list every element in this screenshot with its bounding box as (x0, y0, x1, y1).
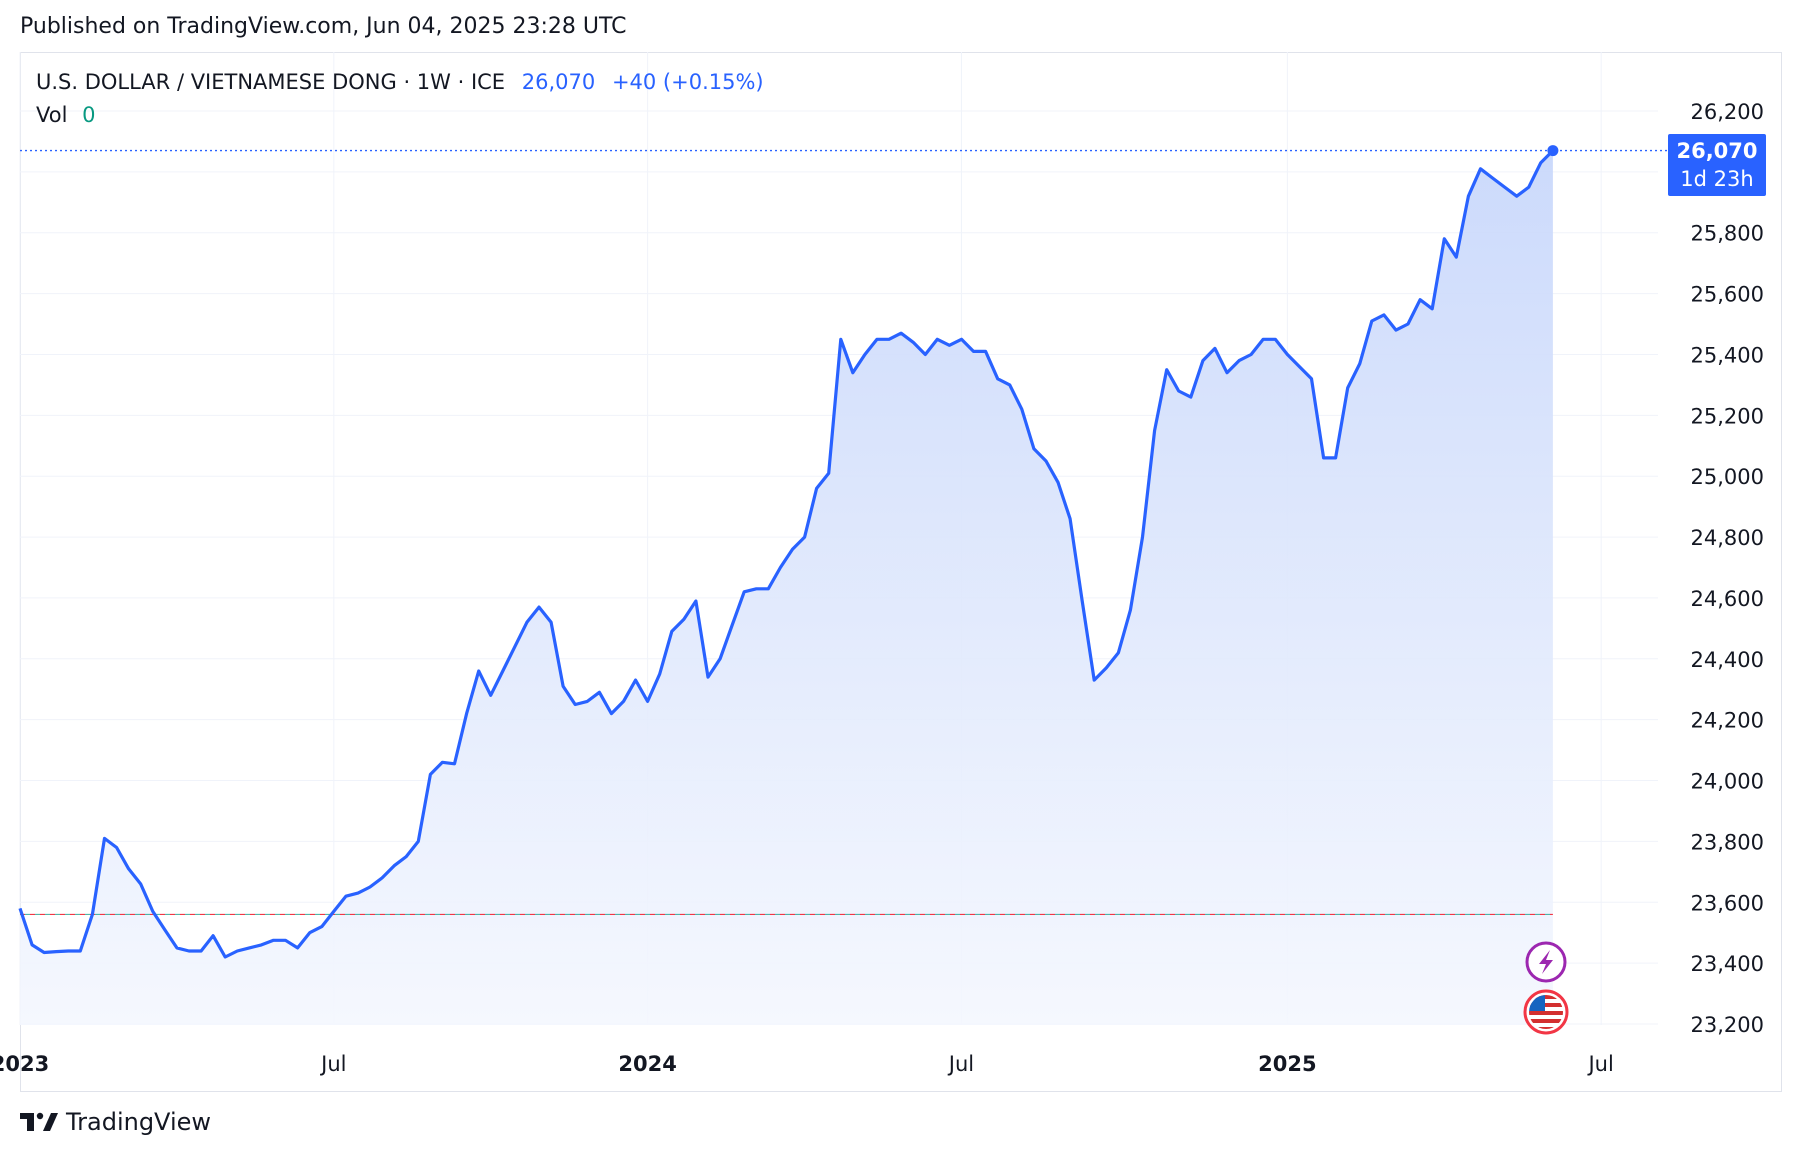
y-tick-label: 25,600 (1691, 283, 1764, 307)
us-flag-icon[interactable] (1523, 989, 1569, 1035)
lightning-icon[interactable] (1525, 941, 1567, 983)
tradingview-logo-icon (20, 1112, 58, 1131)
last-price-dot (1547, 145, 1559, 157)
x-tick-label: Jul (319, 1052, 346, 1076)
y-tick-label: 23,800 (1691, 830, 1764, 854)
y-tick-label: 25,400 (1691, 343, 1764, 367)
y-tick-label: 24,600 (1691, 587, 1764, 611)
x-tick-label: Jul (1586, 1052, 1613, 1076)
icons-layer (1523, 941, 1569, 1035)
x-tick-label: 2024 (618, 1052, 676, 1076)
area-fill (20, 150, 1553, 1026)
last-price-tag: 26,070 1d 23h (1668, 134, 1766, 196)
x-tick-label: 2023 (0, 1052, 49, 1076)
y-tick-label: 23,200 (1691, 1013, 1764, 1037)
y-tick-label: 25,800 (1691, 222, 1764, 246)
volume-value: 0 (82, 103, 96, 127)
price-axis: 23,200 23,400 23,600 23,800 24,000 24,200 24,4… (1691, 100, 1764, 1037)
y-tick-label: 25,200 (1691, 404, 1764, 428)
price-change: +40 (+0.15%) (611, 70, 764, 94)
volume-legend: Vol 0 (36, 103, 95, 127)
y-tick-label: 24,200 (1691, 709, 1764, 733)
symbol-title: U.S. DOLLAR / VIETNAMESE DONG · 1W · ICE (36, 70, 506, 94)
last-price: 26,070 (521, 70, 596, 94)
y-tick-label: 24,800 (1691, 526, 1764, 550)
volume-label: Vol (36, 103, 68, 127)
bar-countdown: 1d 23h (1680, 167, 1754, 191)
footer-brand[interactable]: TradingView (20, 1108, 211, 1136)
time-axis: 2023 Jul 2024 Jul 2025 Jul (0, 1052, 1614, 1076)
published-caption: Published on TradingView.com, Jun 04, 20… (20, 14, 627, 39)
price-line[interactable] (18, 149, 1555, 959)
brand-name: TradingView (66, 1108, 212, 1136)
series-layer (18, 145, 1668, 1026)
x-tick-label: Jul (947, 1052, 974, 1076)
y-tick-label: 24,000 (1691, 770, 1764, 794)
x-tick-label: 2025 (1258, 1052, 1316, 1076)
y-tick-label: 26,200 (1691, 100, 1764, 124)
y-tick-label: 23,600 (1691, 891, 1764, 915)
y-tick-label: 25,000 (1691, 465, 1764, 489)
y-tick-label: 24,400 (1691, 648, 1764, 672)
price-tag-value: 26,070 (1676, 139, 1758, 163)
y-tick-label: 23,400 (1691, 952, 1764, 976)
chart-legend: U.S. DOLLAR / VIETNAMESE DONG · 1W · ICE… (36, 70, 764, 94)
